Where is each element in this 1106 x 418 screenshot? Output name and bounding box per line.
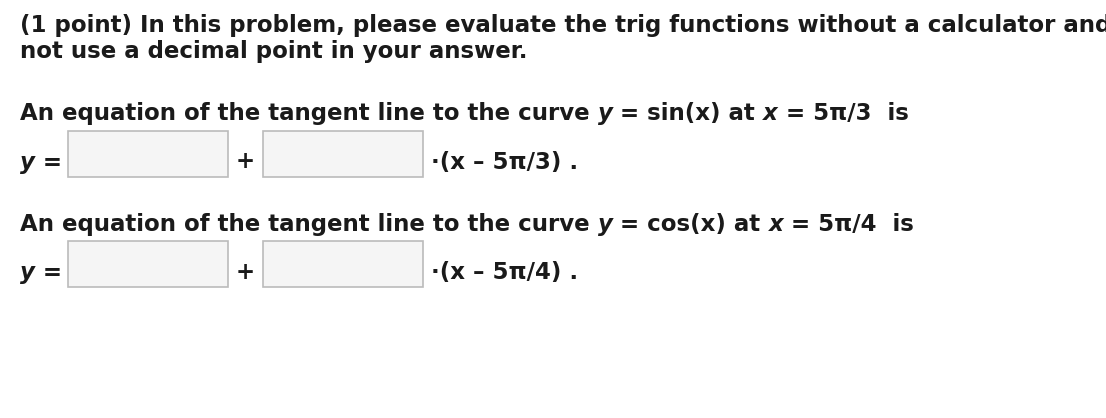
Text: y: y — [597, 213, 613, 236]
Text: +: + — [236, 150, 255, 173]
Text: not use a decimal point in your answer.: not use a decimal point in your answer. — [20, 40, 528, 63]
Text: x: x — [769, 213, 783, 236]
FancyBboxPatch shape — [263, 241, 424, 287]
Text: ·(x – 5π/3) .: ·(x – 5π/3) . — [431, 150, 578, 173]
Text: (1 point) In this problem, please evaluate the trig functions without a calculat: (1 point) In this problem, please evalua… — [20, 14, 1106, 37]
Text: = sin(x) at: = sin(x) at — [613, 102, 763, 125]
Text: +: + — [236, 261, 255, 284]
Text: y: y — [597, 102, 613, 125]
FancyBboxPatch shape — [67, 241, 228, 287]
Text: An equation of the tangent line to the curve: An equation of the tangent line to the c… — [20, 102, 597, 125]
Text: = cos(x) at: = cos(x) at — [613, 213, 769, 236]
Text: = 5π/3  is: = 5π/3 is — [778, 102, 909, 125]
Text: ·(x – 5π/4) .: ·(x – 5π/4) . — [431, 261, 578, 284]
FancyBboxPatch shape — [263, 130, 424, 176]
Text: y =: y = — [20, 261, 62, 284]
Text: = 5π/4  is: = 5π/4 is — [783, 213, 915, 236]
Text: y =: y = — [20, 150, 62, 173]
FancyBboxPatch shape — [67, 130, 228, 176]
Text: x: x — [763, 102, 778, 125]
Text: An equation of the tangent line to the curve: An equation of the tangent line to the c… — [20, 213, 597, 236]
